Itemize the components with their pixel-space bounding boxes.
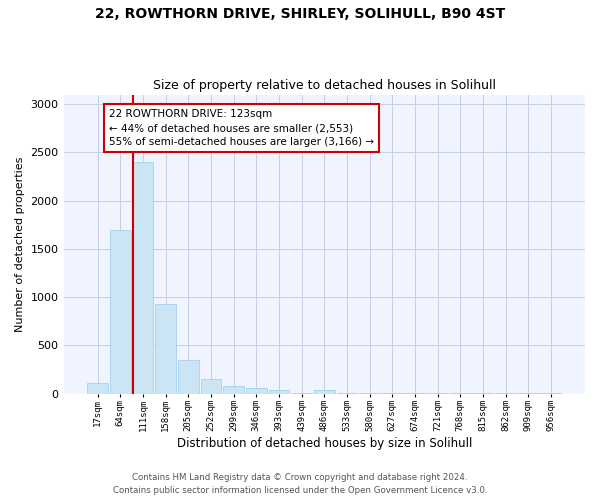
X-axis label: Distribution of detached houses by size in Solihull: Distribution of detached houses by size … bbox=[176, 437, 472, 450]
Bar bbox=[314, 390, 335, 394]
Title: Size of property relative to detached houses in Solihull: Size of property relative to detached ho… bbox=[153, 79, 496, 92]
Bar bbox=[110, 230, 131, 394]
Y-axis label: Number of detached properties: Number of detached properties bbox=[15, 156, 25, 332]
Text: 22 ROWTHORN DRIVE: 123sqm
← 44% of detached houses are smaller (2,553)
55% of se: 22 ROWTHORN DRIVE: 123sqm ← 44% of detac… bbox=[109, 109, 374, 147]
Bar bbox=[87, 382, 108, 394]
Bar bbox=[133, 162, 154, 394]
Bar bbox=[178, 360, 199, 394]
Text: 22, ROWTHORN DRIVE, SHIRLEY, SOLIHULL, B90 4ST: 22, ROWTHORN DRIVE, SHIRLEY, SOLIHULL, B… bbox=[95, 8, 505, 22]
Bar bbox=[155, 304, 176, 394]
Text: Contains HM Land Registry data © Crown copyright and database right 2024.
Contai: Contains HM Land Registry data © Crown c… bbox=[113, 474, 487, 495]
Bar bbox=[200, 378, 221, 394]
Bar bbox=[269, 390, 289, 394]
Bar bbox=[246, 388, 267, 394]
Bar bbox=[223, 386, 244, 394]
